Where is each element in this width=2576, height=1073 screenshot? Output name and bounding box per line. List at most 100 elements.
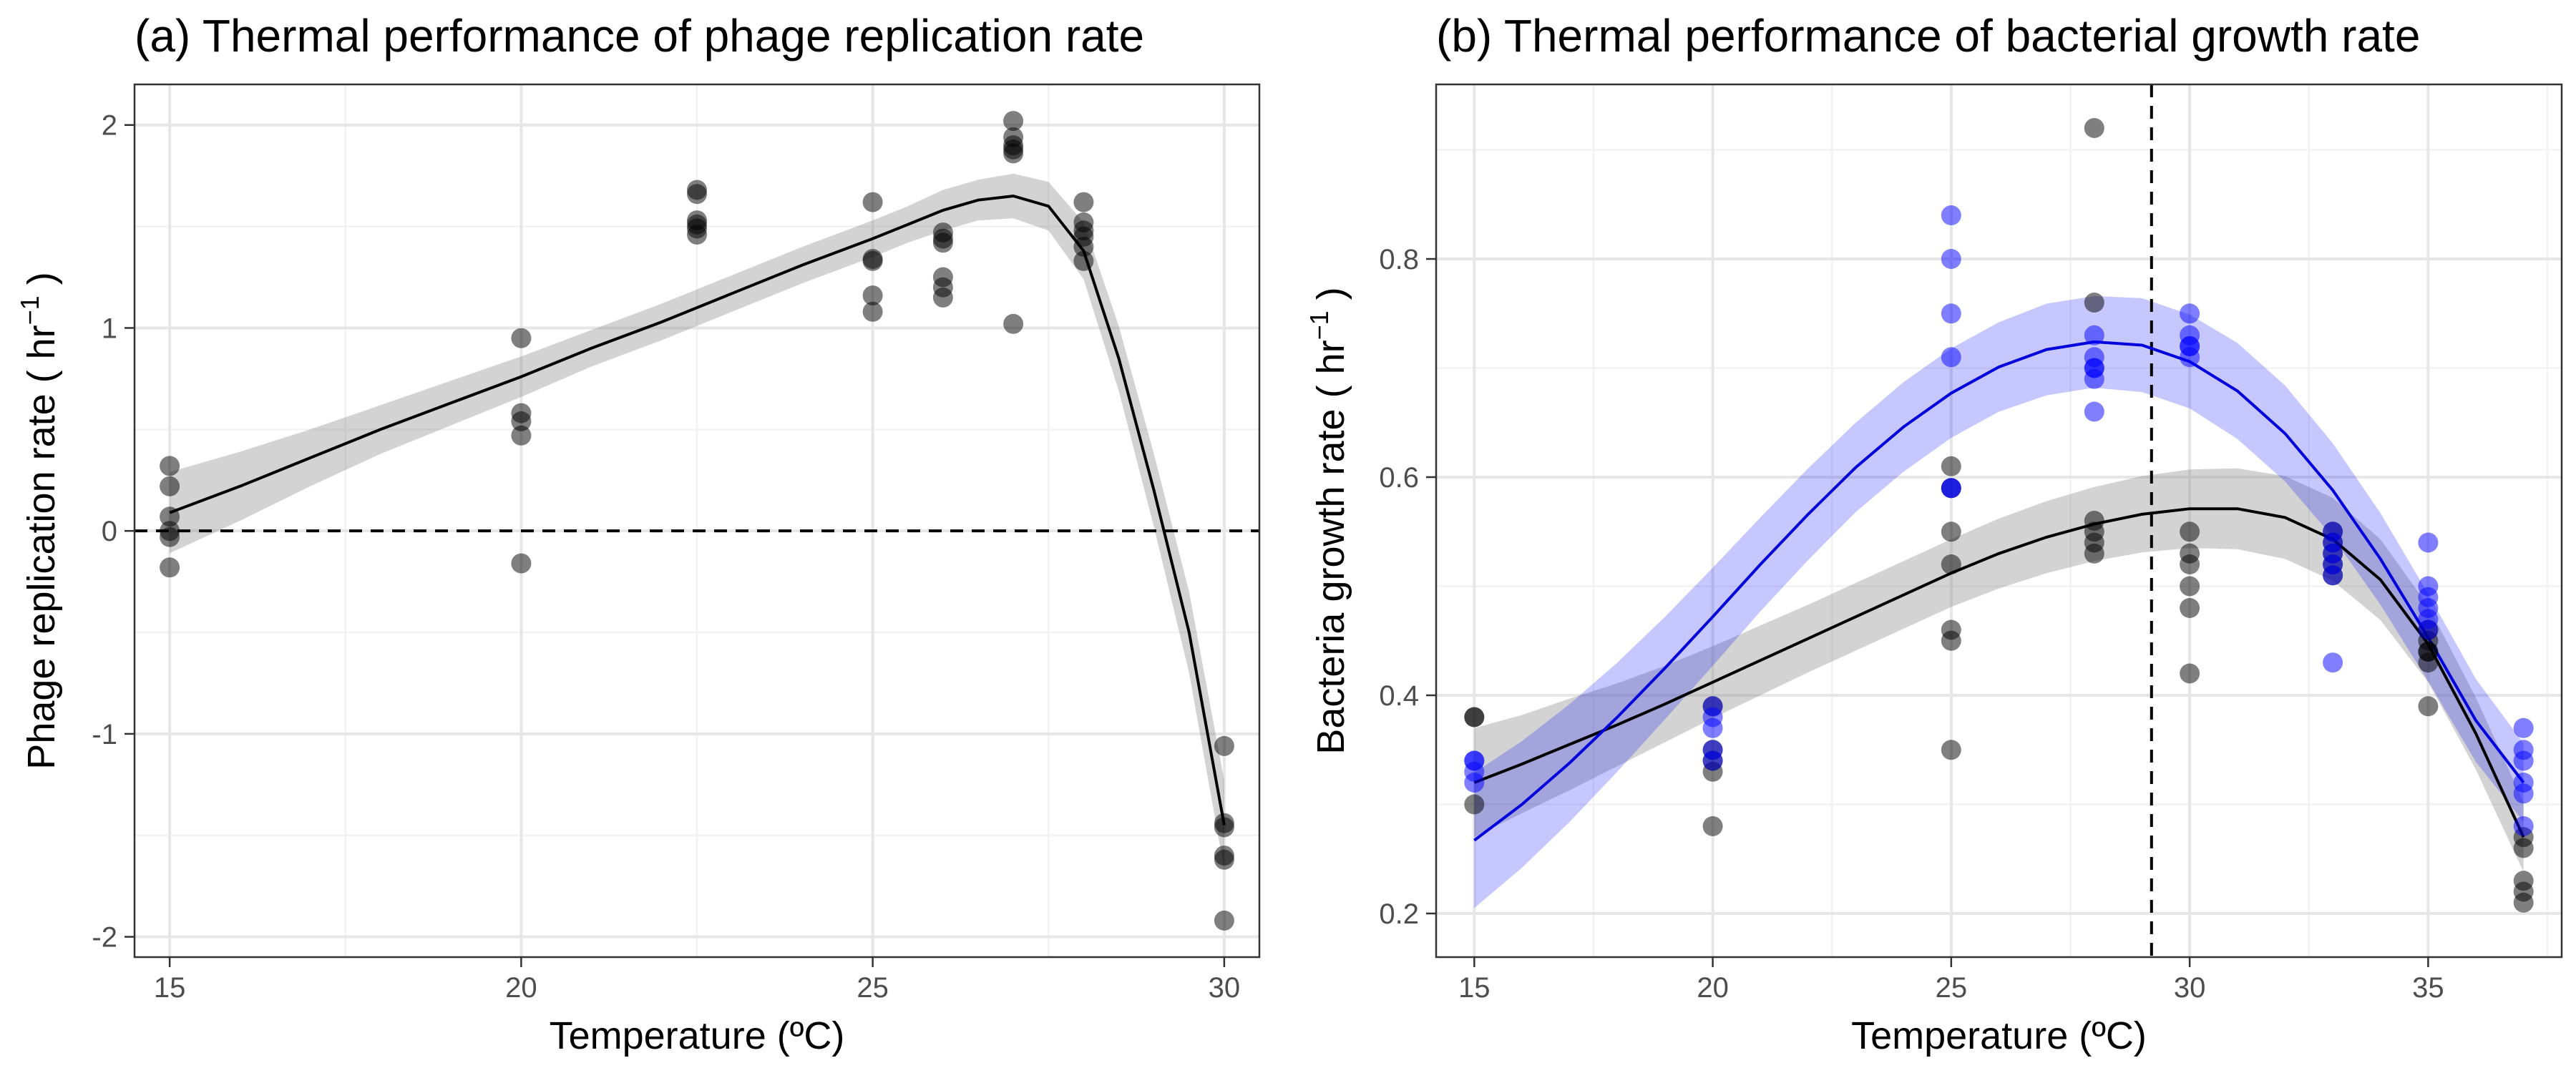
y-tick-label: 0.4	[1379, 680, 1419, 712]
data-point	[1073, 237, 1094, 257]
x-tick-label: 30	[2174, 972, 2206, 1004]
data-point	[2180, 598, 2200, 618]
data-point	[1941, 630, 1961, 651]
data-point	[1941, 347, 1961, 368]
y-axis-label: Bacteria growth rate ( hr−1 )	[1304, 287, 1352, 754]
y-axis-label-sup: −1	[15, 295, 44, 325]
data-point	[1214, 735, 1234, 756]
data-point	[2513, 816, 2534, 836]
data-point	[1003, 143, 1024, 164]
data-point	[1941, 303, 1961, 324]
data-point	[2084, 401, 2104, 422]
confidence-band-0	[170, 173, 1224, 871]
x-tick-label: 20	[505, 972, 537, 1004]
data-point	[932, 287, 953, 308]
x-tick-label: 30	[1209, 972, 1241, 1004]
data-point	[1464, 707, 1485, 727]
x-tick-label: 35	[2412, 972, 2444, 1004]
data-point	[1073, 192, 1094, 212]
data-point	[2418, 619, 2439, 640]
y-tick-label: 0.2	[1379, 898, 1419, 930]
fit-line-1	[1473, 340, 2525, 842]
data-point	[862, 250, 883, 271]
data-point	[160, 456, 180, 476]
data-point	[2418, 532, 2439, 553]
data-point	[1941, 456, 1961, 476]
data-point	[1941, 521, 1961, 542]
data-point	[862, 301, 883, 322]
data-point	[2418, 696, 2439, 717]
data-point	[687, 225, 707, 245]
chart-title: (a) Thermal performance of phage replica…	[135, 10, 1144, 62]
grid	[1436, 84, 2562, 957]
plot-frame	[1435, 83, 2563, 959]
y-tick-label: 2	[102, 110, 117, 142]
fit-line-0	[169, 194, 1226, 825]
chart-title: (b) Thermal performance of bacterial gro…	[1436, 10, 2420, 62]
data-point	[2180, 554, 2200, 574]
chart-panel-a: (a) Thermal performance of phage replica…	[15, 10, 1261, 1057]
data-point	[2084, 325, 2104, 346]
confidence-band-0	[1474, 468, 2524, 872]
data-point	[687, 184, 707, 205]
data-point	[1941, 554, 1961, 574]
data-point	[2513, 750, 2534, 771]
x-axis-label: Temperature (ºC)	[1851, 1014, 2147, 1057]
y-tick-label: 0.8	[1379, 244, 1419, 275]
data-point	[511, 411, 532, 431]
data-point	[862, 285, 883, 306]
data-point	[1464, 773, 1485, 793]
data-point	[2513, 717, 2534, 738]
y-axis-label-end: )	[1309, 287, 1352, 310]
data-point	[2180, 521, 2200, 542]
data-point	[160, 476, 180, 496]
x-tick-label: 15	[1458, 972, 1491, 1004]
y-tick-label: -1	[92, 719, 117, 750]
x-tick-label: 15	[154, 972, 186, 1004]
data-point	[2323, 652, 2343, 673]
data-point	[2513, 838, 2534, 858]
fit-line-0	[1473, 507, 2525, 838]
y-axis-label-main: Phage replication rate ( hr	[20, 325, 63, 769]
data-point	[1702, 717, 1723, 738]
y-tick-label: 1	[102, 313, 117, 344]
data-point	[1073, 250, 1094, 271]
x-tick-label: 25	[1936, 972, 1968, 1004]
plot-area	[135, 111, 1259, 931]
x-tick-label: 25	[857, 972, 889, 1004]
data-point	[1003, 313, 1024, 334]
data-point	[1214, 849, 1234, 870]
data-point	[1941, 740, 1961, 760]
chart-panel-b: (b) Thermal performance of bacterial gro…	[1304, 10, 2563, 1057]
plot-area	[1464, 84, 2534, 957]
y-tick-label: -2	[92, 922, 117, 954]
data-point	[160, 557, 180, 578]
y-axis-label: Phage replication rate ( hr−1 )	[15, 272, 63, 769]
data-point	[2084, 118, 2104, 138]
data-point	[1702, 750, 1723, 771]
data-point	[2180, 303, 2200, 324]
data-point	[160, 506, 180, 527]
y-axis-label-main: Bacteria growth rate ( hr	[1309, 340, 1352, 754]
data-point	[2513, 783, 2534, 804]
data-point	[2084, 368, 2104, 389]
y-axis-label-end: )	[20, 272, 63, 295]
data-point	[511, 425, 532, 446]
data-point	[2323, 565, 2343, 586]
y-axis-label-sup: −1	[1304, 310, 1334, 340]
data-point	[862, 192, 883, 212]
data-point	[2418, 652, 2439, 673]
data-point	[1941, 249, 1961, 269]
x-axis-label: Temperature (ºC)	[550, 1014, 845, 1057]
data-point	[2084, 293, 2104, 313]
data-point	[932, 232, 953, 253]
data-point	[511, 553, 532, 574]
plot-frame	[133, 83, 1261, 959]
data-point	[1214, 817, 1234, 838]
data-point	[1941, 478, 1961, 499]
x-tick-label: 20	[1697, 972, 1729, 1004]
data-point	[2180, 576, 2200, 597]
data-point	[1464, 794, 1485, 815]
confidence-band-1	[1474, 295, 2524, 908]
